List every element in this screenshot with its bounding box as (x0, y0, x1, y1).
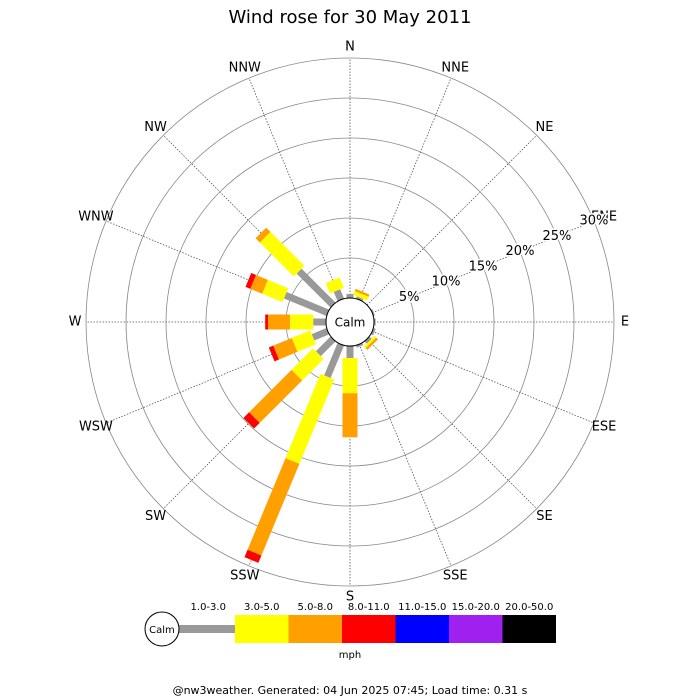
spoke (366, 338, 537, 509)
calm-circle (325, 297, 375, 347)
bar-segment (259, 231, 305, 277)
bar-segment (291, 348, 324, 381)
legend-label: 20.0-50.0 (505, 602, 553, 613)
bar-segment (247, 458, 300, 556)
bar-segment (324, 342, 345, 379)
bar-segment (262, 279, 289, 303)
spoke (366, 135, 537, 306)
spoke (248, 77, 342, 300)
spoke (372, 330, 595, 424)
bar-segment (249, 369, 303, 423)
direction-label: NNE (441, 60, 469, 75)
bar-segment (250, 274, 268, 294)
footer: @nw3weather. Generated: 04 Jun 2025 07:4… (173, 684, 528, 697)
legend-swatch (502, 615, 556, 643)
ring-label: 25% (542, 229, 571, 244)
ring-label: 5% (399, 290, 420, 305)
direction-label: NE (535, 120, 553, 135)
unit-label: mph (339, 650, 361, 661)
bar-segment (315, 336, 336, 357)
bar-segment (255, 227, 271, 243)
spoke (358, 344, 452, 567)
legend-swatch (342, 615, 396, 643)
legend-label: 11.0-15.0 (398, 602, 446, 613)
bar-segment (364, 336, 372, 344)
direction-label: WNW (78, 209, 114, 224)
ring-label: 20% (506, 244, 535, 259)
legend-swatch (449, 615, 503, 643)
bar-segment (311, 327, 330, 341)
legend-swatch (235, 615, 289, 643)
bar-segment (245, 272, 257, 289)
bar-segment (273, 338, 298, 360)
ring (85, 57, 615, 587)
legend-label: 15.0-20.0 (452, 602, 500, 613)
legend-calm-circle (144, 611, 180, 647)
direction-label: SSW (230, 569, 260, 584)
bar-segment (283, 291, 330, 317)
direction-label: S (346, 590, 354, 605)
bar-segment (244, 549, 262, 563)
legend-swatch (395, 615, 449, 643)
direction-label: SE (536, 509, 552, 524)
direction-label: N (345, 40, 355, 55)
ring (125, 97, 575, 547)
ring-label: 10% (432, 275, 461, 290)
direction-label: NW (144, 120, 167, 135)
direction-label: SSE (443, 569, 468, 584)
bar-segment (333, 289, 345, 302)
ring-label: 30% (579, 213, 608, 228)
direction-label: W (69, 315, 82, 330)
direction-label: E (621, 315, 629, 330)
bar-segment (363, 335, 377, 349)
calm-label: Calm (335, 316, 366, 330)
legend-label: 8.0-11.0 (348, 602, 390, 613)
bar-segment (268, 345, 279, 362)
chart-title: Wind rose for 30 May 2011 (229, 7, 472, 28)
bar-segment (353, 291, 369, 301)
legend-calm-label: Calm (149, 625, 175, 636)
legend-swatch (288, 615, 342, 643)
bar-segment (285, 373, 335, 464)
direction-label: ESE (592, 420, 617, 435)
direction-label: SW (145, 509, 166, 524)
direction-label: WSW (79, 420, 113, 435)
bar-segment (296, 268, 336, 308)
bar-segment (291, 330, 316, 352)
spoke (372, 220, 595, 314)
direction-label: NNW (229, 60, 261, 75)
legend-label: 5.0-8.0 (298, 602, 333, 613)
bar-segment (325, 277, 344, 294)
bar-segment (365, 337, 378, 350)
bar-segment (354, 288, 370, 297)
ring-label: 15% (469, 259, 498, 274)
legend-label: 1.0-3.0 (191, 602, 226, 613)
legend-label: 3.0-5.0 (244, 602, 279, 613)
bar-segment (243, 412, 260, 429)
direction-label: ENE (591, 209, 617, 224)
spoke (358, 77, 452, 300)
